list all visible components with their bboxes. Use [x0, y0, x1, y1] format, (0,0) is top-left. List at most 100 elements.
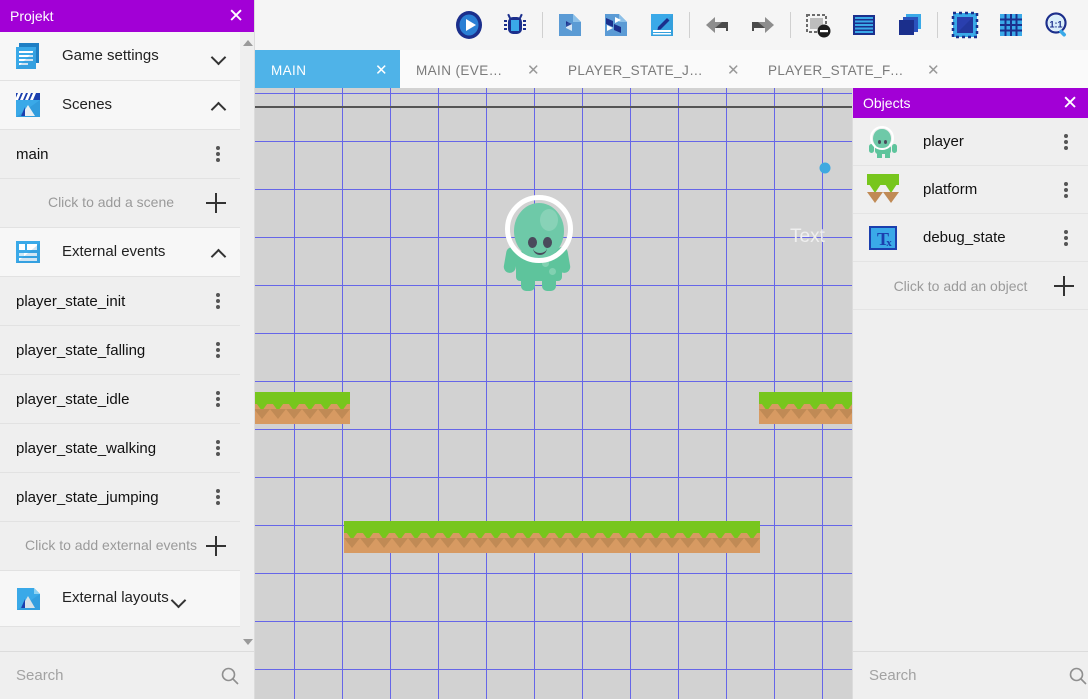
- section-label: External events: [62, 242, 166, 260]
- external-event-player-state-jumping[interactable]: player_state_jumping: [0, 473, 240, 522]
- chevron-down-icon[interactable]: [172, 592, 186, 606]
- text-object-instance[interactable]: Text: [790, 226, 825, 247]
- section-scenes[interactable]: Scenes: [0, 81, 240, 130]
- section-external-layouts[interactable]: External layouts: [0, 571, 240, 627]
- tab-player-state-jumping[interactable]: PLAYER_STATE_JUMP… ✕: [552, 50, 752, 90]
- open-scene-button[interactable]: [547, 2, 593, 48]
- external-event-menu-icon[interactable]: [210, 439, 226, 457]
- scene-item-main[interactable]: main: [0, 130, 240, 179]
- object-menu-icon[interactable]: [1058, 133, 1074, 151]
- scene-resize-handle[interactable]: [819, 162, 831, 174]
- add-external-events-label: Click to add external events: [25, 537, 197, 554]
- platform-instance[interactable]: [318, 392, 350, 424]
- plus-icon[interactable]: [1054, 275, 1074, 296]
- preview-play-button[interactable]: [446, 2, 492, 48]
- open-project-button[interactable]: [593, 2, 639, 48]
- tab-main-events[interactable]: MAIN (EVENTS) ✕: [400, 50, 552, 90]
- platform-instance[interactable]: [696, 521, 728, 553]
- external-event-menu-icon[interactable]: [210, 341, 226, 359]
- object-row-platform[interactable]: platform: [853, 166, 1088, 214]
- objects-panel-title: Objects: [863, 95, 911, 111]
- edit-scene-button[interactable]: [639, 2, 685, 48]
- platform-instance[interactable]: [791, 392, 823, 424]
- external-event-menu-icon[interactable]: [210, 488, 226, 506]
- chevron-down-icon[interactable]: [212, 49, 226, 63]
- project-panel-scrollbar[interactable]: [240, 32, 254, 651]
- platform-instance[interactable]: [255, 392, 286, 424]
- platform-instance[interactable]: [504, 521, 536, 553]
- scenes-clapperboard-icon: [12, 89, 44, 121]
- object-row-debug-state[interactable]: T x debug_state: [853, 214, 1088, 262]
- external-event-player-state-idle[interactable]: player_state_idle: [0, 375, 240, 424]
- plus-icon[interactable]: [206, 193, 226, 213]
- alien-sprite-thumb: [867, 125, 899, 158]
- scroll-up-icon[interactable]: [243, 40, 253, 46]
- delete-instance-button[interactable]: [795, 2, 841, 48]
- external-event-player-state-init[interactable]: player_state_init: [0, 277, 240, 326]
- platform-instance[interactable]: [728, 521, 760, 553]
- toggle-grid-button[interactable]: [988, 2, 1034, 48]
- close-icon[interactable]: ✕: [228, 5, 244, 27]
- external-event-player-state-falling[interactable]: player_state_falling: [0, 326, 240, 375]
- project-search-input[interactable]: [16, 667, 220, 684]
- toolbar-divider: [689, 12, 690, 38]
- platform-instance[interactable]: [408, 521, 440, 553]
- tab-player-state-falling[interactable]: PLAYER_STATE_FALLI… ✕: [752, 50, 952, 90]
- close-icon[interactable]: ✕: [727, 61, 740, 79]
- tab-main[interactable]: MAIN ✕: [255, 50, 400, 90]
- debug-preview-button[interactable]: [492, 2, 538, 48]
- svg-text:x: x: [886, 237, 892, 249]
- close-icon[interactable]: ✕: [927, 61, 940, 79]
- platform-instance[interactable]: [632, 521, 664, 553]
- platform-instance[interactable]: [536, 521, 568, 553]
- search-icon[interactable]: [1068, 666, 1088, 686]
- add-external-events-row[interactable]: Click to add external events: [0, 522, 240, 571]
- platform-instance[interactable]: [344, 521, 376, 553]
- add-object-row[interactable]: Click to add an object: [853, 262, 1088, 310]
- close-icon[interactable]: ✕: [375, 61, 388, 79]
- platform-instance[interactable]: [823, 392, 855, 424]
- search-icon[interactable]: [220, 666, 240, 686]
- undo-button[interactable]: [694, 2, 740, 48]
- platform-instance[interactable]: [440, 521, 472, 553]
- external-event-menu-icon[interactable]: [210, 292, 226, 310]
- object-menu-icon[interactable]: [1058, 229, 1074, 247]
- object-row-player[interactable]: player: [853, 118, 1088, 166]
- scroll-down-icon[interactable]: [243, 639, 253, 645]
- add-scene-row[interactable]: Click to add a scene: [0, 179, 240, 228]
- scene-editor-toolbar: 1:1: [255, 0, 1088, 50]
- scene-item-menu-icon[interactable]: [210, 145, 226, 163]
- platform-instance[interactable]: [286, 392, 318, 424]
- redo-button[interactable]: [740, 2, 786, 48]
- player-instance[interactable]: [502, 195, 573, 291]
- platform-instance[interactable]: [568, 521, 600, 553]
- zoom-reset-button[interactable]: 1:1: [1034, 2, 1080, 48]
- objects-list: player platform T x debug_stat: [853, 118, 1088, 651]
- external-event-menu-icon[interactable]: [210, 390, 226, 408]
- tab-label: MAIN (EVENTS): [416, 62, 509, 78]
- project-search-bar[interactable]: [0, 651, 254, 699]
- text-object-thumb: T x: [867, 222, 899, 254]
- instances-list-button[interactable]: [841, 2, 887, 48]
- platform-instance[interactable]: [664, 521, 696, 553]
- close-icon[interactable]: ✕: [1062, 92, 1078, 114]
- platform-instance[interactable]: [472, 521, 504, 553]
- section-external-events[interactable]: External events: [0, 228, 240, 277]
- object-menu-icon[interactable]: [1058, 181, 1074, 199]
- chevron-up-icon[interactable]: [212, 245, 226, 259]
- external-event-player-state-walking[interactable]: player_state_walking: [0, 424, 240, 473]
- section-game-settings[interactable]: Game settings: [0, 32, 240, 81]
- platform-instance[interactable]: [376, 521, 408, 553]
- game-settings-icon: [12, 40, 44, 72]
- platform-instance[interactable]: [600, 521, 632, 553]
- close-icon[interactable]: ✕: [527, 61, 540, 79]
- chevron-up-icon[interactable]: [212, 98, 226, 112]
- platform-instance[interactable]: [759, 392, 791, 424]
- objects-search-input[interactable]: [869, 667, 1068, 684]
- objects-search-bar[interactable]: [853, 651, 1088, 699]
- plus-icon[interactable]: [206, 536, 226, 556]
- layers-button[interactable]: [887, 2, 933, 48]
- toggle-mask-button[interactable]: [942, 2, 988, 48]
- object-label: debug_state: [923, 229, 1006, 246]
- external-event-label: player_state_idle: [16, 390, 130, 408]
